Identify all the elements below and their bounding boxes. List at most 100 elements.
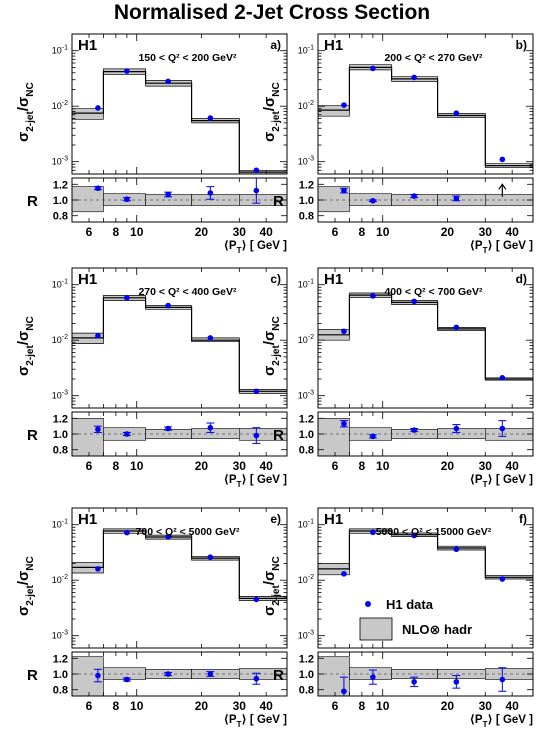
- main-frame: [317, 267, 534, 409]
- ratio-point: [453, 679, 460, 685]
- x-tick-label: 40: [505, 459, 519, 473]
- nlo-step-line: [72, 532, 287, 601]
- ratio-point: [453, 195, 460, 202]
- data-point: [370, 529, 376, 536]
- legend-band-swatch: [359, 617, 393, 641]
- x-axis-title-post: ⟩ [ GeV ]: [241, 714, 287, 726]
- ratio-y-tick-label: 1.2: [299, 179, 314, 191]
- ratio-point: [253, 432, 260, 439]
- y-axis-title-sigma: σ: [15, 132, 32, 142]
- x-tick-label: 8: [359, 459, 366, 473]
- ratio-point: [95, 185, 101, 192]
- ratio-y-tick-label: 1.2: [53, 653, 68, 665]
- x-tick-label: 8: [113, 459, 120, 473]
- legend: H1 data NLO⊗ hadr: [359, 597, 472, 641]
- ratio-y-tick-label: 1.2: [53, 179, 68, 191]
- x-tick-label: 6: [332, 225, 339, 239]
- data-point: [411, 532, 417, 539]
- y-tick-exponent: -3: [62, 630, 68, 637]
- x-tick-label: 40: [505, 225, 519, 239]
- y-tick-base: 10: [298, 391, 308, 401]
- data-point: [253, 167, 260, 174]
- main-frame: [71, 267, 288, 409]
- legend-data-marker: [365, 601, 371, 607]
- nlo-step-line: [72, 71, 287, 173]
- y-axis-title-sub: 2-jet: [25, 345, 36, 366]
- ratio-point: [124, 676, 130, 683]
- data-point: [453, 324, 460, 331]
- nlo-step-line: [72, 530, 287, 599]
- x-axis-title-sub: T: [483, 480, 488, 489]
- ratio-arrow-head: [498, 183, 507, 190]
- x-tick-label: 20: [441, 225, 455, 239]
- ratio-axis-label: R: [27, 667, 38, 684]
- x-axis-title-pre: ⟨P: [224, 474, 237, 486]
- q2-range-label: 150 < Q² < 200 GeV²: [138, 52, 237, 64]
- x-tick-label: 10: [130, 459, 144, 473]
- y-axis-title: σ2-jet/σNC: [261, 556, 282, 616]
- x-tick-label: 20: [195, 459, 209, 473]
- y-axis-title-sigma: σ: [261, 606, 278, 616]
- y-tick-label: 10-3: [298, 630, 314, 641]
- data-point: [370, 293, 376, 299]
- x-axis-title-post: ⟩ [ GeV ]: [241, 474, 287, 486]
- q2-range-label: 5000 < Q² < 15000 GeV²: [376, 526, 492, 538]
- data-point: [341, 571, 347, 577]
- ratio-y-tick-label: 1.0: [299, 429, 314, 441]
- y-axis-title: σ2-jet/σNC: [261, 316, 282, 376]
- data-point: [207, 335, 214, 341]
- x-axis-title-sub: T: [237, 720, 242, 729]
- experiment-label: H1: [78, 511, 97, 528]
- x-tick-label: 30: [233, 459, 247, 473]
- x-tick-label: 6: [332, 459, 339, 473]
- y-tick-base: 10: [52, 575, 62, 585]
- x-tick-label: 30: [479, 699, 493, 713]
- nlo-step-line: [72, 74, 287, 175]
- ratio-point: [165, 671, 171, 677]
- x-tick-label: 6: [332, 699, 339, 713]
- y-tick-exponent: -3: [308, 156, 314, 163]
- y-axis-title-sub: 2-jet: [271, 585, 282, 606]
- y-tick-label: 10-1: [52, 279, 68, 290]
- panel-tag: c): [270, 272, 281, 286]
- y-axis-title-sigma: σ: [261, 366, 278, 376]
- ratio-point: [124, 431, 130, 437]
- ratio-y-tick-label: 1.0: [53, 429, 68, 441]
- x-axis-title-sub: T: [483, 720, 488, 729]
- y-tick-exponent: -2: [62, 574, 68, 581]
- main-frame: [71, 33, 288, 175]
- ratio-y-tick-label: 0.8: [299, 445, 314, 457]
- y-axis-title-sub-den: NC: [271, 82, 282, 96]
- x-axis-title: ⟨PT⟩ [ GeV ]: [470, 714, 534, 729]
- y-tick-base: 10: [52, 280, 62, 290]
- legend-data-label: H1 data: [386, 597, 434, 612]
- q2-range-label: 200 < Q² < 270 GeV²: [384, 52, 483, 64]
- y-tick-label: 10-3: [298, 156, 314, 167]
- ratio-band-bin: [71, 417, 104, 457]
- ratio-axis-label: R: [273, 427, 284, 444]
- q2-range-label: 700 < Q² < 5000 GeV²: [136, 526, 240, 538]
- ratio-point: [95, 672, 101, 679]
- x-axis-title: ⟨PT⟩ [ GeV ]: [224, 240, 288, 255]
- ratio-point: [165, 425, 171, 432]
- data-point: [124, 529, 130, 536]
- data-point: [124, 68, 130, 74]
- x-tick-label: 20: [195, 225, 209, 239]
- y-tick-label: 10-1: [52, 519, 68, 530]
- data-point: [95, 566, 101, 572]
- ratio-point: [370, 674, 376, 680]
- ratio-axis-label: R: [27, 193, 38, 210]
- y-axis-title-slash: /: [261, 106, 278, 111]
- x-axis-title-pre: ⟨P: [224, 240, 237, 252]
- y-axis-title-sigma-den: σ: [261, 331, 278, 341]
- y-axis-title: σ2-jet/σNC: [15, 556, 36, 616]
- nlo-step-line: [72, 297, 287, 392]
- ratio-point: [411, 427, 417, 433]
- x-tick-label: 40: [259, 225, 273, 239]
- y-tick-label: 10-3: [298, 390, 314, 401]
- data-point: [499, 576, 506, 582]
